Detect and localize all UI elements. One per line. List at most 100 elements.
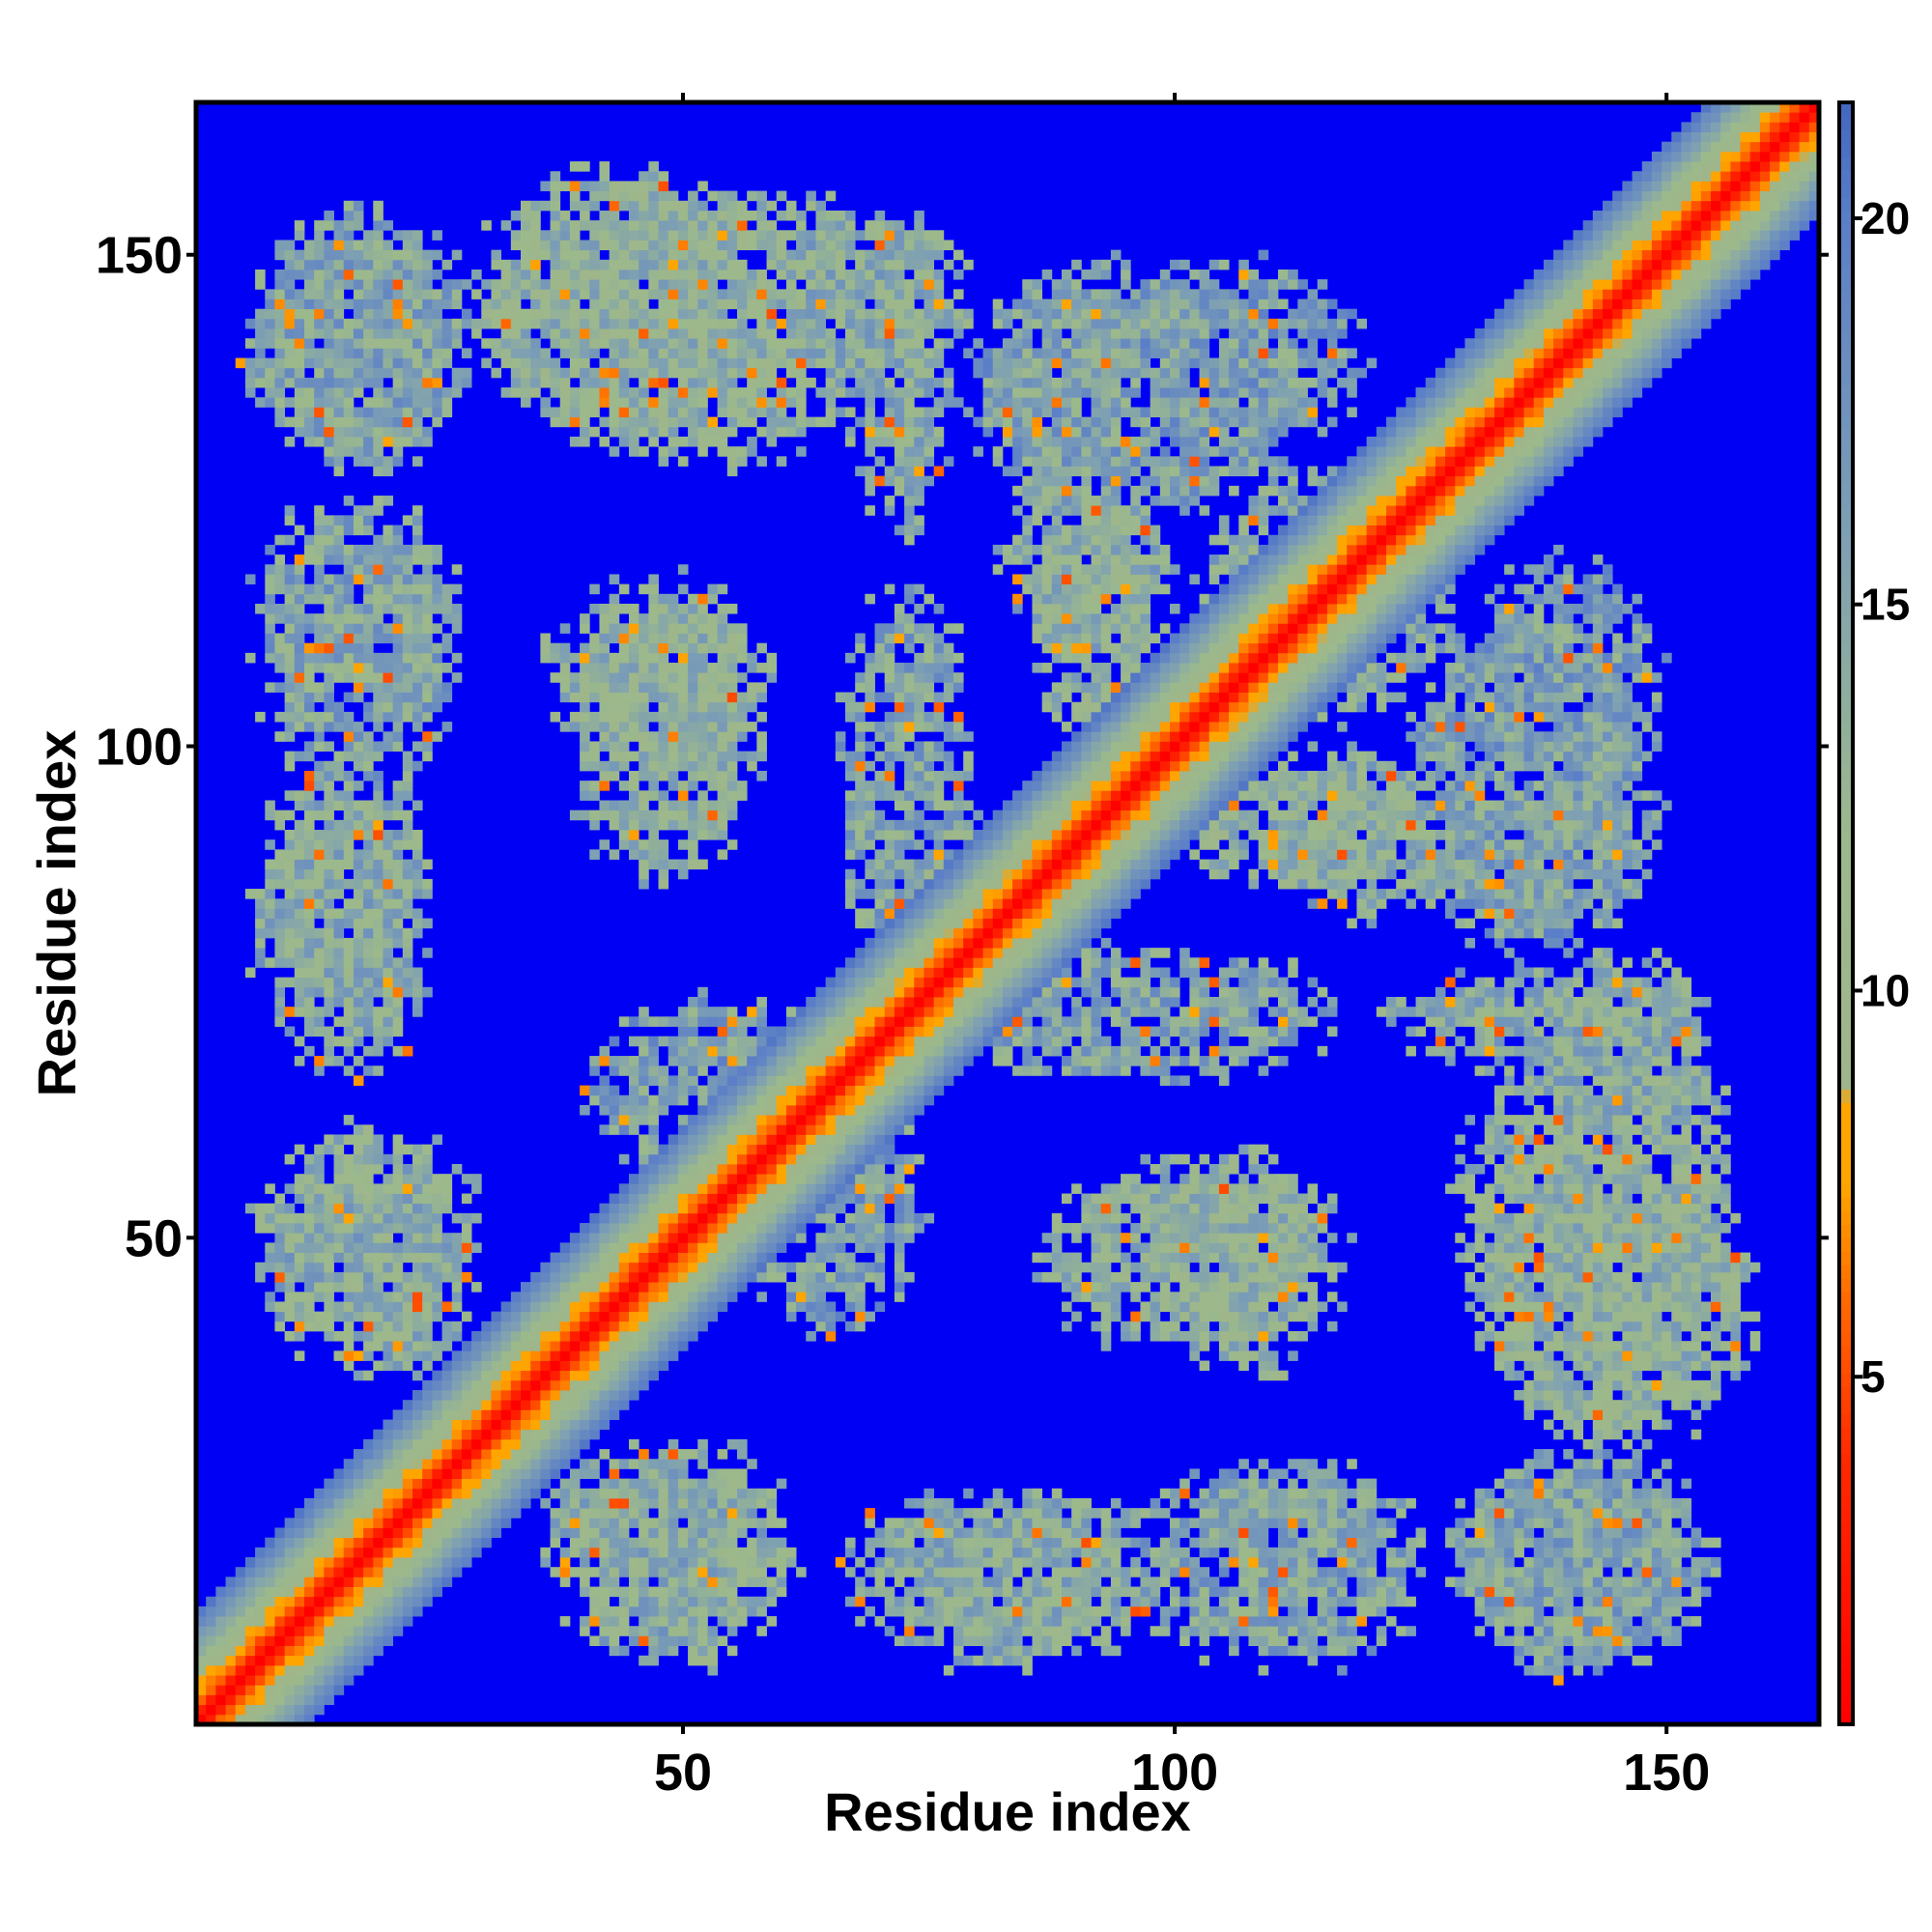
heatmap-cell xyxy=(324,790,334,801)
heatmap-cell xyxy=(314,908,325,919)
heatmap-cell xyxy=(697,446,708,457)
heatmap-cell xyxy=(707,613,719,624)
heatmap-cell xyxy=(422,1379,433,1391)
heatmap-cell xyxy=(373,741,384,752)
heatmap-cell xyxy=(639,318,649,329)
heatmap-cell xyxy=(589,1271,600,1283)
heatmap-cell xyxy=(314,1026,325,1037)
heatmap-cell xyxy=(550,1459,561,1469)
heatmap-cell xyxy=(432,1449,442,1460)
heatmap-cell xyxy=(688,1537,698,1548)
heatmap-cell xyxy=(363,701,374,713)
heatmap-cell xyxy=(402,279,413,290)
heatmap-cell xyxy=(432,348,442,358)
heatmap-cell xyxy=(550,1379,561,1391)
heatmap-cell xyxy=(677,1026,689,1037)
heatmap-cell xyxy=(569,249,581,261)
heatmap-cell xyxy=(540,1478,551,1490)
heatmap-cell xyxy=(668,1438,679,1450)
heatmap-cell xyxy=(747,1065,757,1076)
heatmap-cell xyxy=(373,446,384,457)
heatmap-cell xyxy=(658,603,669,614)
heatmap-cell xyxy=(314,741,325,752)
heatmap-cell xyxy=(304,1233,315,1243)
heatmap-cell xyxy=(304,1271,315,1283)
heatmap-cell xyxy=(402,230,413,241)
heatmap-cell xyxy=(324,1527,334,1539)
heatmap-cell xyxy=(639,1282,649,1293)
heatmap-cell xyxy=(255,1212,266,1224)
heatmap-cell xyxy=(688,1124,698,1135)
heatmap-cell xyxy=(796,240,807,251)
heatmap-cell xyxy=(580,731,590,742)
heatmap-cell xyxy=(412,593,423,605)
heatmap-cell xyxy=(677,1223,689,1234)
heatmap-cell xyxy=(294,1056,305,1066)
heatmap-cell xyxy=(726,1605,738,1617)
heatmap-cell xyxy=(559,1547,571,1558)
heatmap-cell xyxy=(255,603,266,614)
heatmap-cell xyxy=(244,1645,256,1657)
heatmap-cell xyxy=(491,1350,502,1361)
heatmap-cell xyxy=(569,348,581,358)
heatmap-cell xyxy=(629,603,639,614)
heatmap-cell xyxy=(609,1301,620,1313)
heatmap-cell xyxy=(697,1163,708,1175)
heatmap-cell xyxy=(766,1586,778,1598)
heatmap-cell xyxy=(648,731,659,742)
heatmap-cell xyxy=(677,868,689,880)
heatmap-cell xyxy=(648,1321,659,1332)
heatmap-cell xyxy=(412,722,423,732)
heatmap-cell xyxy=(343,1459,355,1469)
heatmap-cell xyxy=(432,1242,442,1253)
heatmap-cell xyxy=(521,318,531,329)
heatmap-cell xyxy=(294,1321,305,1332)
heatmap-cell xyxy=(343,790,355,801)
heatmap-cell xyxy=(333,996,345,1008)
heatmap-cell xyxy=(353,1153,364,1165)
heatmap-cell xyxy=(255,1567,266,1577)
heatmap-cell xyxy=(806,308,816,320)
heatmap-cell xyxy=(284,1518,296,1528)
heatmap-cell xyxy=(451,1330,463,1342)
heatmap-cell xyxy=(688,1203,698,1214)
heatmap-cell xyxy=(383,544,394,555)
heatmap-cell xyxy=(599,701,611,713)
heatmap-cell xyxy=(402,1478,413,1490)
heatmap-cell xyxy=(383,937,394,949)
heatmap-cell xyxy=(373,722,384,732)
heatmap-cell xyxy=(658,1282,669,1293)
heatmap-cell xyxy=(383,633,394,644)
heatmap-cell xyxy=(363,1016,374,1027)
heatmap-cell xyxy=(629,426,639,438)
heatmap-cell xyxy=(530,220,541,231)
heatmap-cell xyxy=(677,819,689,831)
heatmap-cell xyxy=(569,1370,581,1381)
heatmap-cell xyxy=(373,279,384,290)
heatmap-cell xyxy=(304,1262,315,1273)
heatmap-cell xyxy=(373,948,384,958)
heatmap-cell xyxy=(697,1115,708,1125)
heatmap-cell xyxy=(658,593,669,605)
heatmap-cell xyxy=(609,1341,620,1351)
heatmap-cell xyxy=(244,338,256,349)
heatmap-cell xyxy=(796,416,807,428)
heatmap-cell xyxy=(717,338,728,349)
heatmap-cell xyxy=(353,1596,364,1607)
heatmap-cell xyxy=(451,1547,463,1558)
heatmap-cell xyxy=(383,1488,394,1499)
heatmap-cell xyxy=(333,967,345,979)
heatmap-cell xyxy=(353,387,364,398)
heatmap-cell xyxy=(609,593,620,605)
heatmap-cell xyxy=(599,1547,611,1558)
heatmap-cell xyxy=(648,1242,659,1253)
heatmap-cell xyxy=(609,1645,620,1657)
heatmap-cell xyxy=(304,1497,315,1509)
heatmap-cell xyxy=(726,387,738,398)
heatmap-cell xyxy=(559,1577,571,1587)
heatmap-cell xyxy=(324,711,334,723)
heatmap-cell xyxy=(521,230,531,241)
heatmap-cell xyxy=(629,259,639,270)
heatmap-cell xyxy=(333,534,345,546)
heatmap-cell xyxy=(461,1379,472,1391)
